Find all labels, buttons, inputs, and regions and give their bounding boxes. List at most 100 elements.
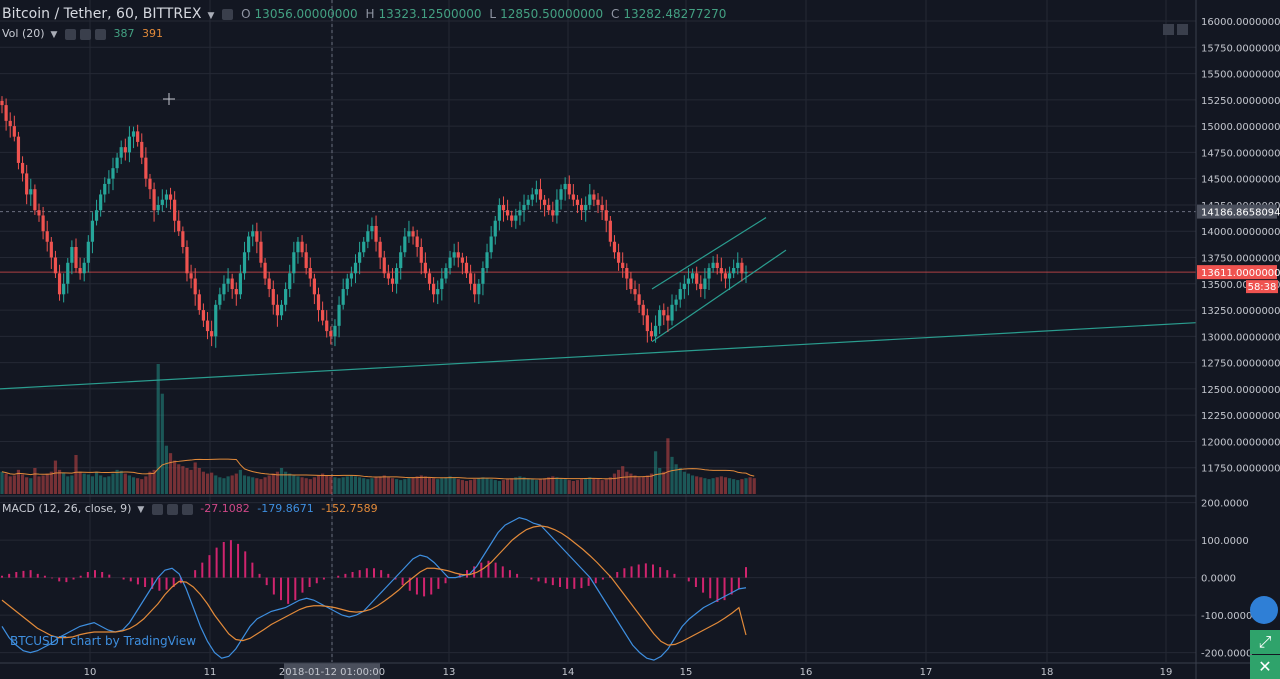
candle-body xyxy=(177,220,181,232)
candle-body xyxy=(251,231,255,237)
volume-bar xyxy=(497,481,501,494)
candle-body xyxy=(563,183,567,190)
candle-body xyxy=(144,157,148,179)
candle-body xyxy=(621,262,625,269)
volume-bar xyxy=(29,478,33,494)
candle-body xyxy=(732,268,736,274)
volume-bar xyxy=(123,473,127,494)
candle-body xyxy=(173,199,177,221)
volume-bar xyxy=(62,472,66,494)
volume-bar xyxy=(382,475,386,494)
interval-toggle-icon[interactable] xyxy=(222,9,234,20)
volume-bar xyxy=(189,469,193,494)
candle-body xyxy=(695,273,699,284)
caret-down-icon[interactable]: ▼ xyxy=(50,30,58,40)
volume-bar xyxy=(358,477,362,494)
volume-bar xyxy=(288,473,292,494)
volume-bar xyxy=(279,468,284,494)
volume-legend: Vol (20) ▼ 387 391 xyxy=(2,27,167,40)
volume-ma-line xyxy=(1,458,755,480)
volume-bar xyxy=(177,464,181,494)
candle-body xyxy=(555,199,559,216)
candle-body xyxy=(62,283,66,295)
time-tick-label: 18 xyxy=(1041,667,1054,678)
settings-icon[interactable] xyxy=(79,28,91,40)
candle-body xyxy=(279,304,284,316)
candle-body xyxy=(107,178,111,184)
volume-bar xyxy=(275,471,280,494)
candle-body xyxy=(70,247,74,263)
volume-bar xyxy=(584,478,588,494)
close-icon[interactable] xyxy=(181,503,193,515)
volume-bar xyxy=(723,477,728,494)
close-icon[interactable]: ✕ xyxy=(1250,655,1280,679)
eye-icon[interactable] xyxy=(64,28,76,40)
candle-body xyxy=(288,273,292,290)
caret-down-icon[interactable]: ▼ xyxy=(207,11,215,21)
candle-body xyxy=(271,289,275,305)
symbol-title[interactable]: Bitcoin / Tether, 60, BITTREX xyxy=(2,6,202,22)
volume-bar xyxy=(353,476,358,494)
volume-bar xyxy=(33,468,37,494)
volume-bar xyxy=(612,473,617,494)
crosshair-time-box xyxy=(284,663,380,679)
volume-bar xyxy=(325,475,329,494)
candle-body xyxy=(115,157,119,169)
volume-bar xyxy=(686,473,691,494)
candle-body xyxy=(296,241,300,253)
watermark[interactable]: BTCUSDT chart by TradingView xyxy=(10,634,197,648)
volume-bar xyxy=(740,479,744,494)
eye-icon[interactable] xyxy=(151,503,163,515)
caret-down-icon[interactable]: ▼ xyxy=(137,505,145,515)
candle-body xyxy=(592,194,596,200)
candle-body xyxy=(530,194,534,200)
candle-body xyxy=(12,126,16,137)
candle-body xyxy=(678,289,682,300)
volume-bar xyxy=(752,478,756,494)
close-icon[interactable] xyxy=(94,28,106,40)
candle-body xyxy=(103,183,107,195)
volume-bar xyxy=(399,480,403,494)
volume-bar xyxy=(419,475,423,494)
candle-body xyxy=(427,273,432,284)
volume-bar xyxy=(703,478,707,494)
volume-bar xyxy=(423,476,427,494)
volume-label[interactable]: Vol (20) xyxy=(2,27,45,40)
candle-body xyxy=(222,283,226,295)
volume-bar xyxy=(547,477,551,494)
expand-icon[interactable]: ⤢ xyxy=(1250,630,1280,654)
macd-tick-label: -100.0000 xyxy=(1201,611,1252,622)
chart-type-button[interactable] xyxy=(1250,596,1278,624)
volume-bar xyxy=(90,476,95,494)
settings-icon[interactable] xyxy=(166,503,178,515)
volume-bar xyxy=(707,479,711,494)
candle-body xyxy=(489,236,493,253)
candle-body xyxy=(596,199,600,205)
volume-value-1: 387 xyxy=(113,27,135,40)
volume-bar xyxy=(49,471,53,494)
candle-body xyxy=(608,220,612,242)
candle-body xyxy=(57,273,62,295)
volume-bar xyxy=(456,479,460,494)
price-tick-label: 15250.00000000 xyxy=(1201,96,1280,107)
candle-body xyxy=(526,199,530,205)
macd-label[interactable]: MACD (12, 26, close, 9) xyxy=(2,502,132,515)
volume-bar xyxy=(641,476,645,494)
time-tick-label: 15 xyxy=(680,667,693,678)
volume-bar xyxy=(551,476,555,494)
volume-bar xyxy=(637,477,641,494)
volume-bar xyxy=(259,479,263,494)
volume-bar xyxy=(592,478,596,494)
volume-bar xyxy=(374,477,378,494)
candle-body xyxy=(448,257,452,269)
candle-body xyxy=(723,273,728,279)
candle-body xyxy=(226,278,230,284)
candle-body xyxy=(625,268,629,279)
volume-bar xyxy=(477,478,481,494)
candle-body xyxy=(411,231,415,237)
candle-body xyxy=(666,315,670,321)
macd-tick-label: 100.0000 xyxy=(1201,536,1249,547)
candle-body xyxy=(649,331,654,337)
